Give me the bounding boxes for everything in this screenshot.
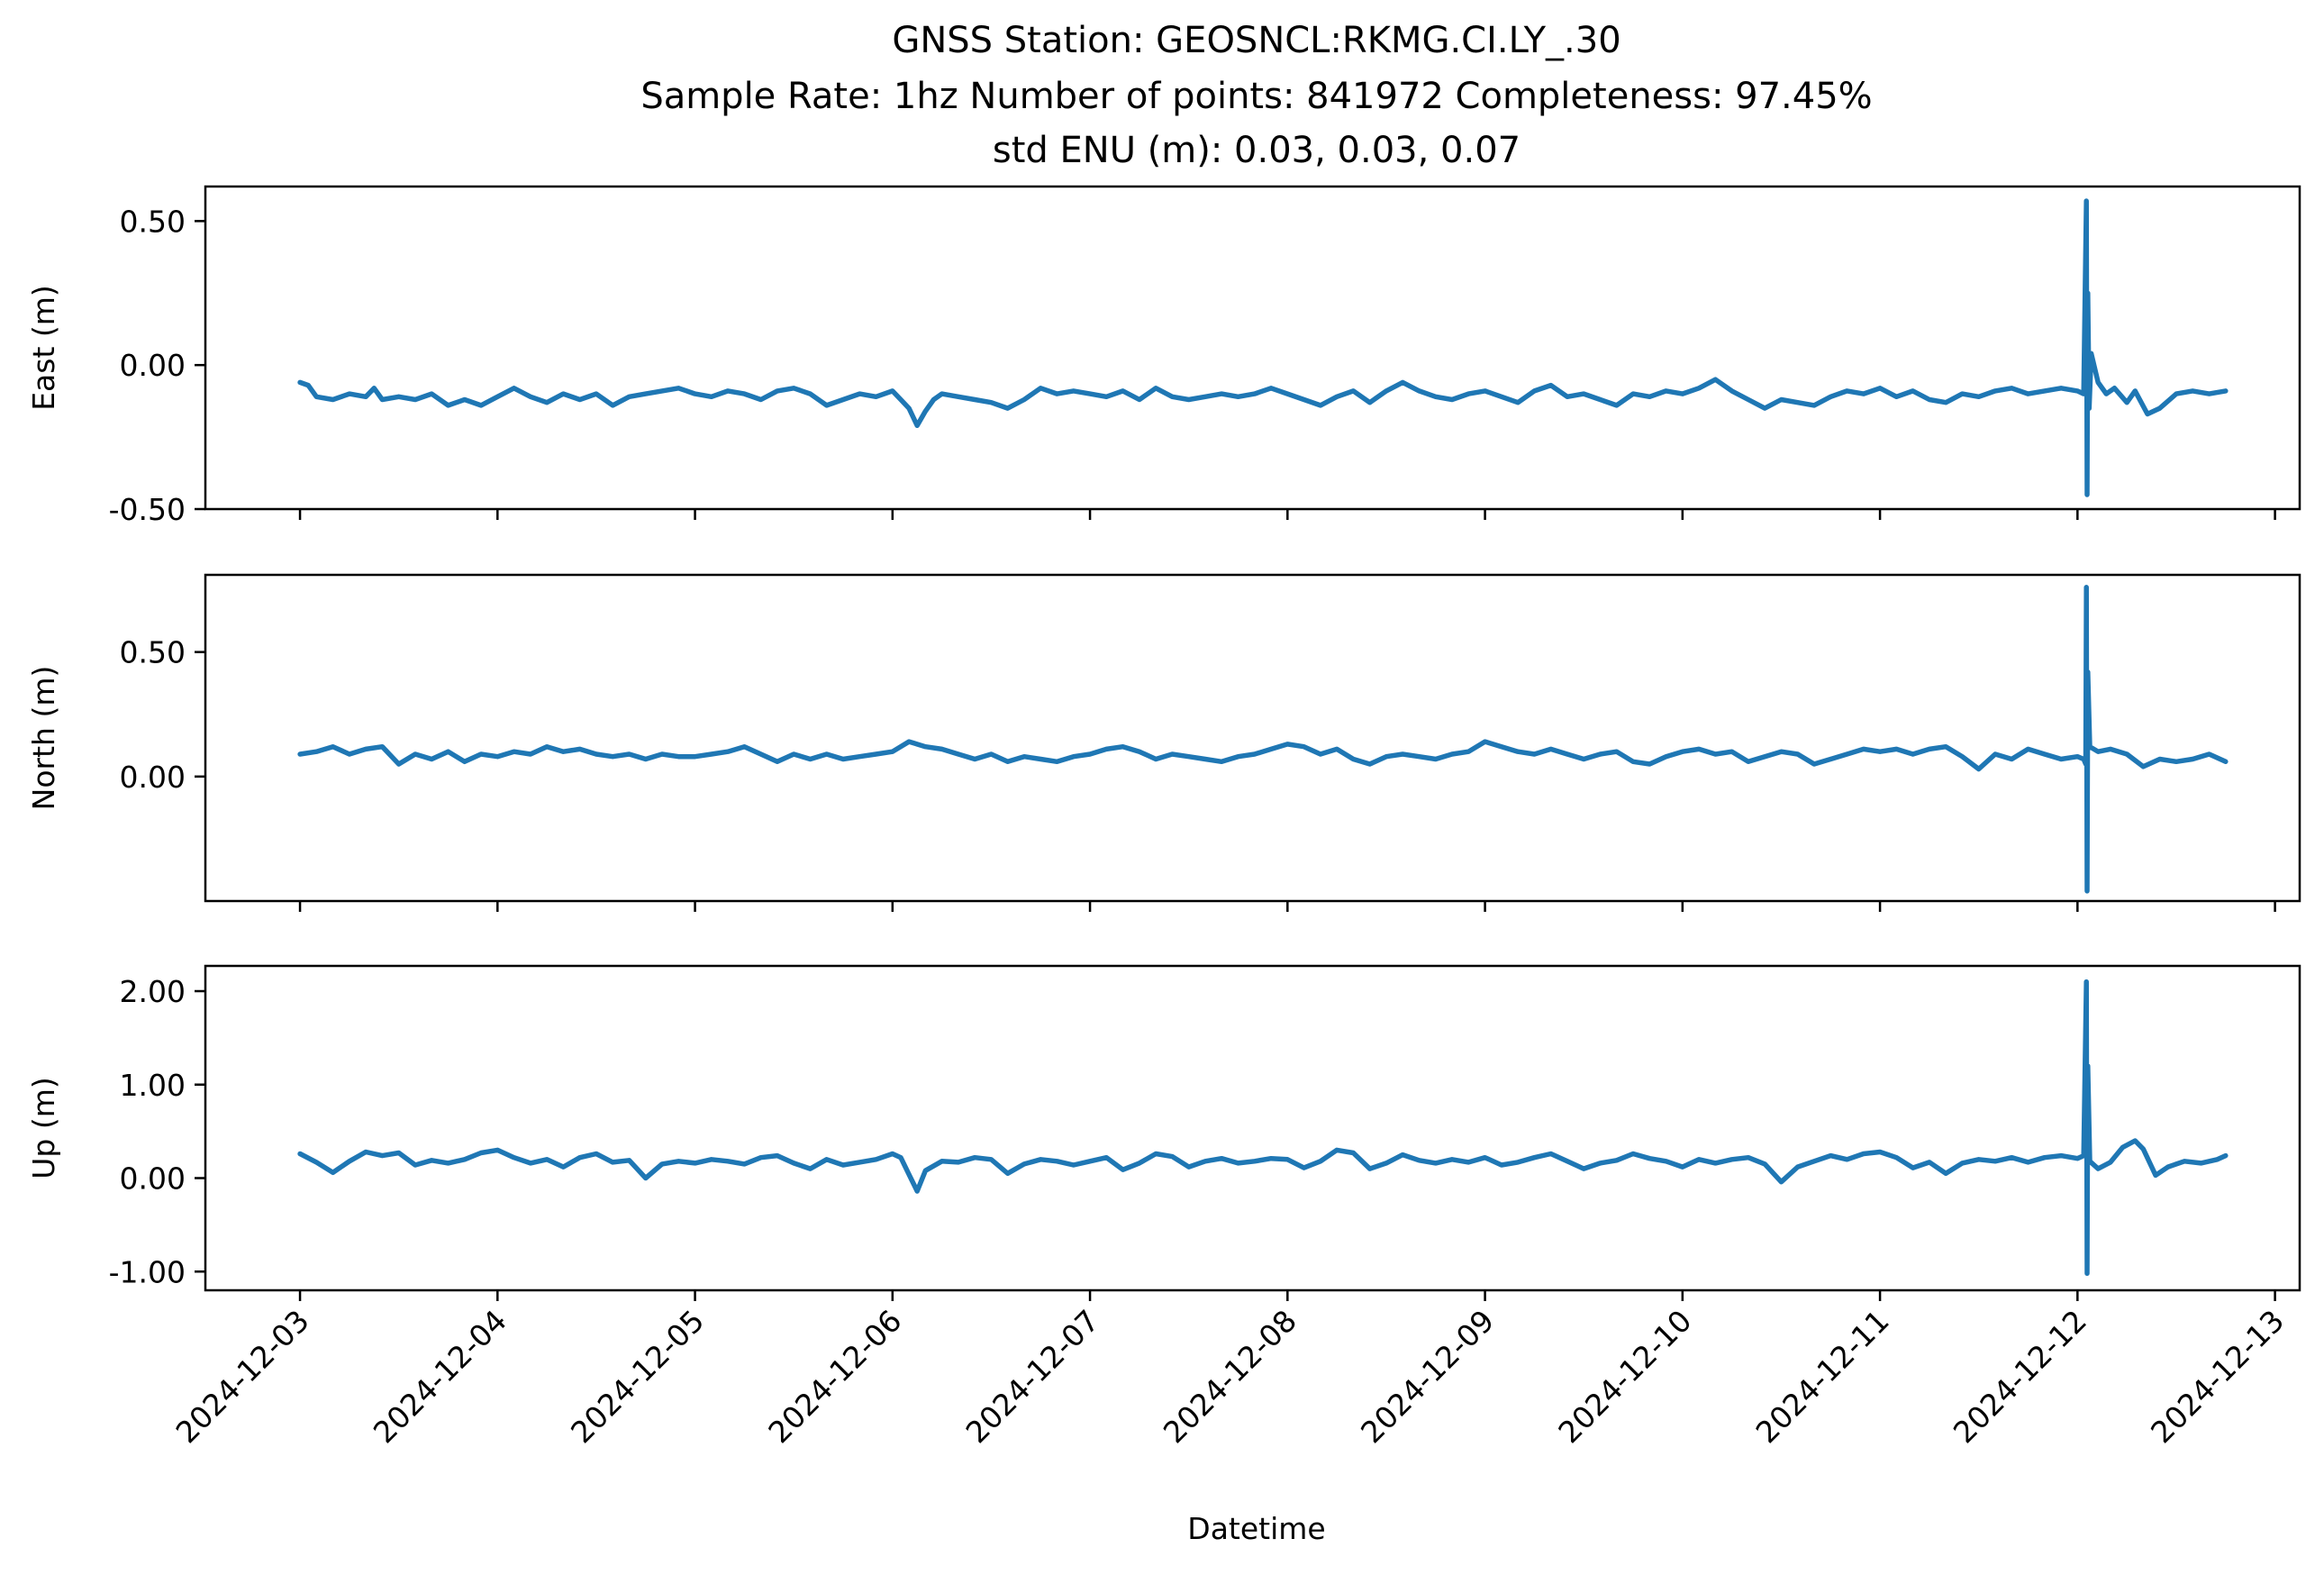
- y-tick-label: -0.50: [109, 492, 186, 527]
- y-tick-label: 0.00: [120, 348, 186, 383]
- panel-3: -1.00 0.00 1.00 2.00 Up (m): [26, 964, 2301, 1301]
- panel-frame: [204, 185, 2301, 511]
- panel-frame: [204, 964, 2301, 1292]
- y-tick-label: 0.00: [120, 1161, 186, 1197]
- panel-frame: [204, 573, 2301, 903]
- y-tick-label: 1.00: [120, 1068, 186, 1103]
- panel-1: -0.50 0.00 0.50 East (m): [26, 185, 2301, 527]
- y-tick-label: 2.00: [120, 974, 186, 1009]
- series-line-east: [297, 198, 2229, 497]
- y-tick-label: 0.50: [120, 204, 186, 239]
- y-axis-label: East (m): [26, 285, 61, 411]
- panel-2: 0.00 0.50 North (m): [26, 573, 2301, 912]
- series-line-north: [297, 585, 2229, 894]
- title-line-3: std ENU (m): 0.03, 0.03, 0.07: [993, 130, 1521, 171]
- title-line-2: Sample Rate: 1hz Number of points: 84197…: [640, 76, 1872, 117]
- title-line-1: GNSS Station: GEOSNCL:RKMG.CI.LY_.30: [892, 20, 1620, 61]
- y-tick-label: 0.50: [120, 635, 186, 670]
- chart-title: GNSS Station: GEOSNCL:RKMG.CI.LY_.30 Sam…: [640, 20, 1872, 171]
- series-line-up: [297, 979, 2229, 1277]
- x-axis-label: Datetime: [1187, 1511, 1325, 1546]
- y-tick-label: 0.00: [120, 760, 186, 795]
- y-axis-label: North (m): [26, 666, 61, 811]
- y-tick-label: -1.00: [109, 1254, 186, 1289]
- y-axis-label: Up (m): [26, 1077, 61, 1179]
